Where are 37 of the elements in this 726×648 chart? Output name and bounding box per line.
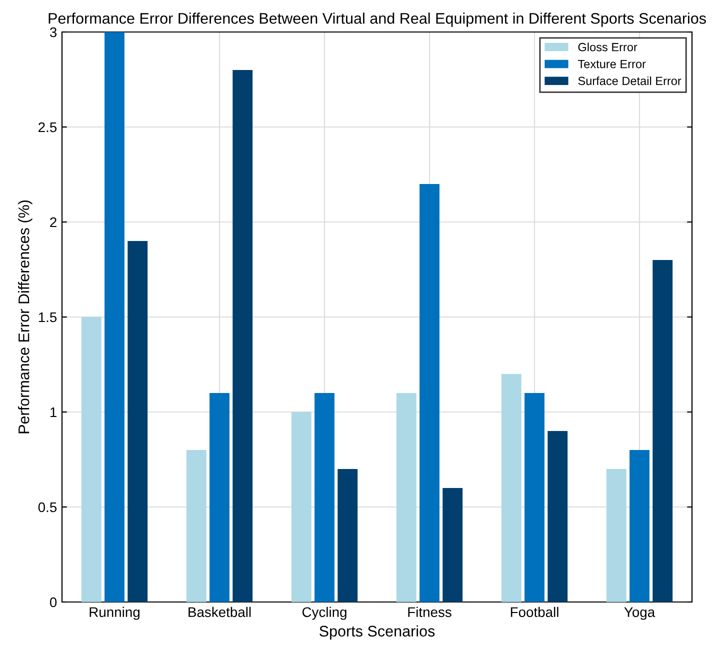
bar	[501, 374, 522, 602]
bar	[652, 260, 673, 602]
bar	[338, 469, 358, 602]
y-axis-title: Performance Error Differences (%)	[18, 200, 32, 434]
x-tick-label: Cycling	[302, 606, 346, 620]
y-tick-label: 1.5	[38, 312, 57, 322]
y-tick-label: 1	[50, 407, 56, 418]
x-axis-title: Sports Scenarios	[320, 625, 435, 640]
bar	[442, 488, 463, 602]
x-tick-label: Basketball	[188, 606, 251, 618]
bar	[396, 393, 416, 602]
legend-label: Gloss Error	[578, 42, 638, 52]
bar	[291, 412, 312, 602]
bar	[606, 469, 626, 602]
bar	[128, 241, 148, 602]
x-tick-label: Yoga	[624, 607, 656, 620]
bar	[81, 317, 102, 602]
y-tick-label: 0.5	[38, 502, 57, 512]
bar	[630, 450, 650, 602]
y-tick-label: 3	[50, 27, 57, 38]
bar	[524, 393, 544, 602]
legend-label: Texture Error	[578, 60, 646, 68]
bar	[210, 393, 230, 602]
bar	[186, 450, 206, 602]
y-tick-label: 0	[50, 597, 57, 608]
chart-title: Performance Error Differences Between Virtual and Real Equipment in Different Sports Scenarios	[48, 12, 706, 27]
x-tick-label: Football	[510, 606, 558, 618]
x-tick-label: Fitness	[408, 606, 452, 618]
legend-label: Surface Detail Error	[578, 76, 682, 86]
y-tick-label: 2	[50, 217, 56, 228]
x-tick-label: Running	[90, 606, 140, 620]
bar	[548, 431, 568, 602]
bar	[420, 184, 440, 602]
y-tick-label: 2.5	[38, 122, 57, 132]
bar	[232, 70, 253, 602]
bar	[104, 32, 124, 602]
bar	[314, 393, 334, 602]
